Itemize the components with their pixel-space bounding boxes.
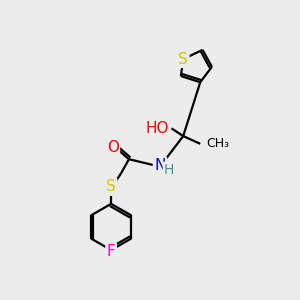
Text: S: S [178,52,188,67]
Text: H: H [164,163,174,177]
Text: N: N [154,158,166,173]
Text: S: S [106,179,116,194]
Text: O: O [107,140,119,155]
Text: F: F [107,244,116,259]
Text: HO: HO [146,121,169,136]
Text: CH₃: CH₃ [206,137,230,150]
